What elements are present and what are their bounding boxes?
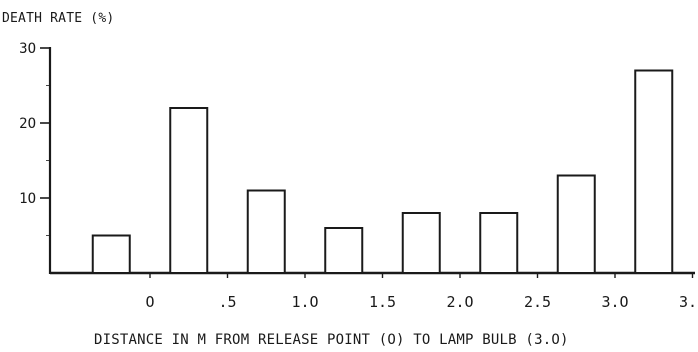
y-tick-label: 3O — [19, 41, 36, 57]
bar — [246, 189, 286, 274]
bar — [91, 234, 131, 274]
bar — [479, 212, 519, 274]
bar — [169, 107, 209, 274]
x-tick-label: 2.O — [446, 293, 473, 311]
bars — [91, 69, 674, 274]
bar — [401, 212, 441, 274]
y-axis-title: DEATH RATE (%) — [2, 11, 114, 26]
bar — [556, 174, 596, 274]
x-axis: O .5 1.O 1.5 2.O 2.5 3.O 3.5 — [50, 271, 698, 311]
y-axis: 1O 2O 3O — [19, 41, 52, 274]
x-tick-label: 1.5 — [369, 293, 396, 311]
x-tick-label: 3.O — [601, 293, 628, 311]
y-tick-label: 2O — [19, 116, 36, 132]
x-axis-title: DISTANCE IN M FROM RELEASE POINT (O) TO … — [94, 332, 569, 348]
y-tick-label: 1O — [19, 191, 36, 207]
x-tick-label: 1.O — [291, 293, 318, 311]
bar — [324, 227, 364, 274]
x-tick-label: 2.5 — [524, 293, 551, 311]
x-tick-label: .5 — [218, 293, 236, 311]
x-tick-label: 3.5 — [679, 293, 698, 311]
bar — [634, 69, 674, 274]
x-tick-label: O — [145, 293, 154, 311]
